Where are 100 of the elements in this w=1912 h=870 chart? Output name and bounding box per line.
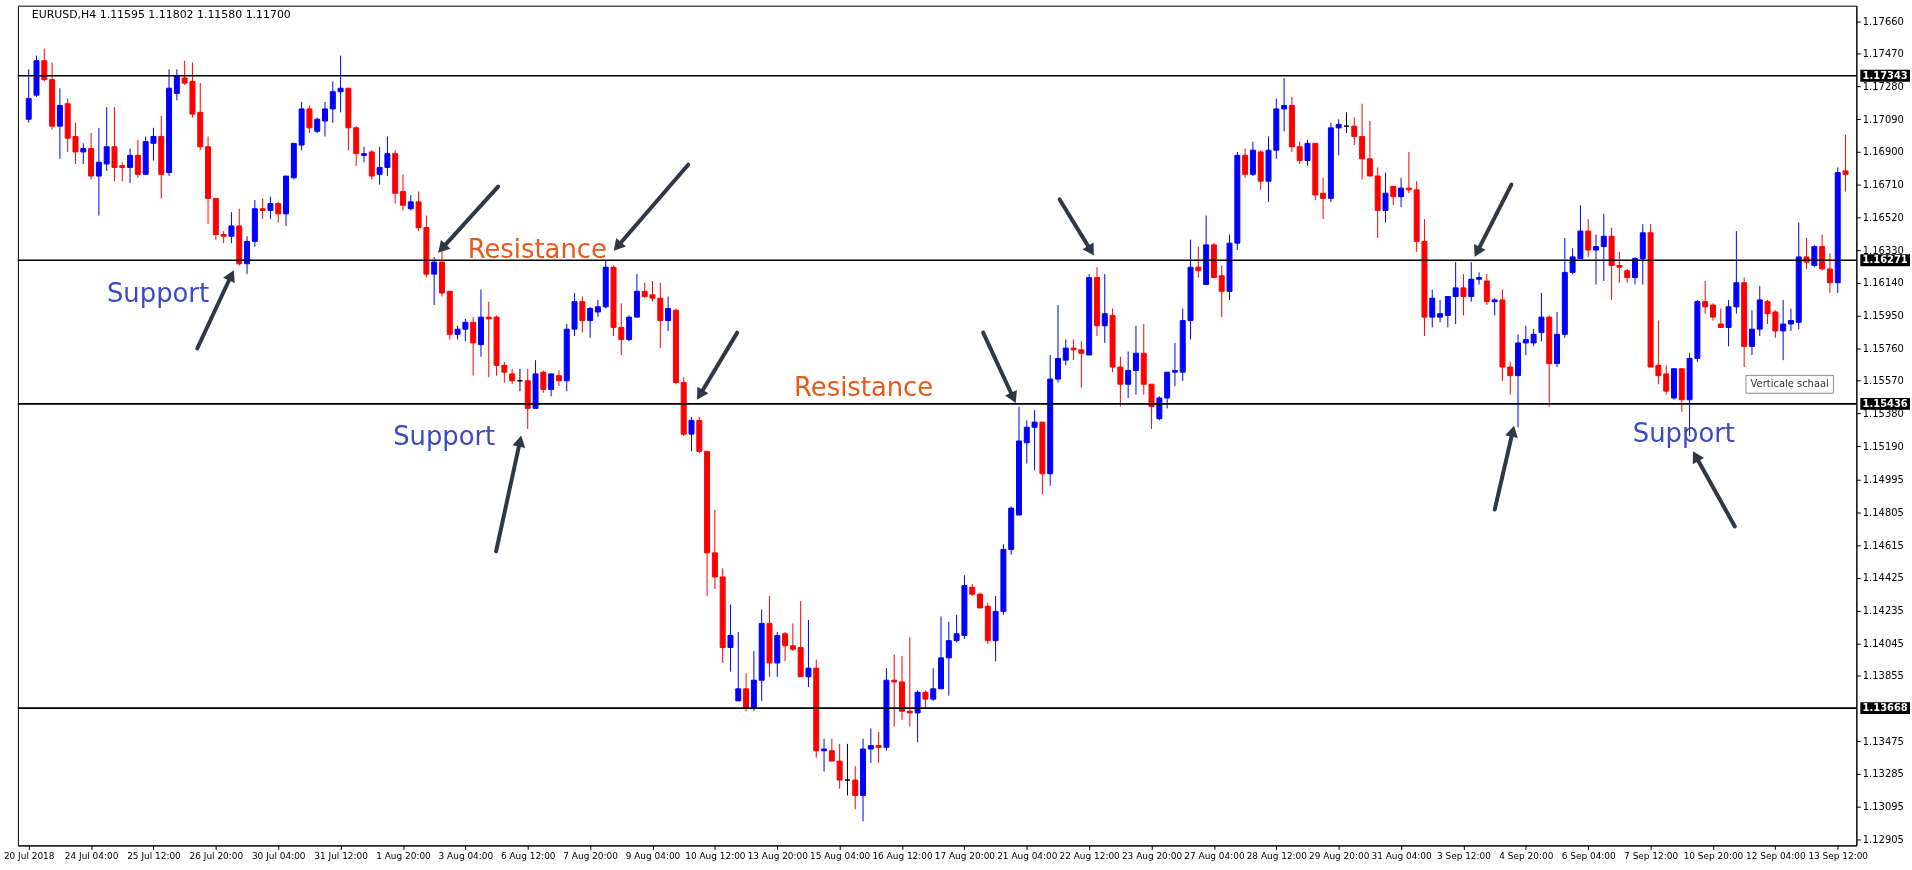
candlestick bbox=[1444, 295, 1451, 328]
y-tick-label: 1.14805 bbox=[1862, 506, 1904, 518]
candlestick bbox=[587, 306, 594, 339]
candlestick bbox=[805, 619, 812, 688]
candlestick bbox=[665, 295, 672, 332]
candlestick bbox=[1787, 308, 1794, 332]
candlestick bbox=[134, 139, 141, 179]
candlestick bbox=[275, 201, 282, 223]
x-tick-label: 28 Aug 12:00 bbox=[1246, 850, 1308, 861]
candlestick bbox=[1460, 273, 1467, 316]
y-tick-label: 1.13285 bbox=[1862, 768, 1904, 780]
y-tick-label: 1.15190 bbox=[1862, 440, 1904, 452]
candlestick bbox=[1320, 177, 1327, 220]
candlestick bbox=[1343, 111, 1350, 134]
x-tick-label: 31 Jul 12:00 bbox=[314, 850, 369, 861]
x-tick-label: 1 Aug 20:00 bbox=[376, 850, 432, 861]
x-tick-label: 13 Sep 12:00 bbox=[1808, 850, 1869, 861]
y-tick-label: 1.13475 bbox=[1862, 735, 1904, 747]
candlestick bbox=[1585, 218, 1592, 258]
candlestick bbox=[1304, 139, 1311, 167]
candlestick bbox=[1125, 351, 1132, 399]
candlestick bbox=[1242, 148, 1249, 179]
y-tick-label: 1.17470 bbox=[1862, 48, 1904, 60]
x-tick-label: 3 Sep 12:00 bbox=[1436, 850, 1492, 861]
candlestick bbox=[782, 631, 789, 662]
candlestick bbox=[548, 373, 555, 397]
candlestick bbox=[1296, 141, 1303, 165]
x-tick-label: 7 Sep 12:00 bbox=[1624, 850, 1679, 861]
x-tick-label: 23 Aug 20:00 bbox=[1121, 850, 1183, 861]
candlestick bbox=[431, 256, 438, 306]
candlestick bbox=[727, 604, 734, 673]
candlestick bbox=[1390, 185, 1397, 206]
candlestick bbox=[1780, 299, 1787, 361]
y-tick-label: 1.15380 bbox=[1862, 407, 1904, 419]
candlestick bbox=[267, 196, 274, 220]
candlestick bbox=[400, 173, 406, 211]
y-tick-label: 1.13855 bbox=[1862, 670, 1904, 682]
candlestick bbox=[1483, 273, 1490, 306]
x-tick-label: 6 Sep 04:00 bbox=[1561, 850, 1616, 861]
candlestick bbox=[127, 148, 134, 184]
candlestick bbox=[1819, 234, 1826, 272]
y-tick-label: 1.12905 bbox=[1862, 833, 1904, 845]
candlestick bbox=[1062, 339, 1069, 366]
candlestick bbox=[688, 416, 695, 452]
candlestick bbox=[1842, 134, 1849, 193]
candlestick bbox=[41, 48, 48, 82]
candlestick bbox=[555, 369, 562, 387]
candlestick bbox=[1101, 273, 1108, 344]
ref-line-label: 1.17343 bbox=[1862, 69, 1908, 81]
candlestick bbox=[1171, 342, 1178, 387]
candlestick bbox=[1538, 292, 1545, 342]
x-tick-label: 25 Jul 12:00 bbox=[127, 850, 182, 861]
candlestick bbox=[930, 667, 937, 702]
candlestick bbox=[470, 316, 477, 377]
y-tick-label: 1.16140 bbox=[1862, 277, 1904, 289]
candlestick bbox=[56, 87, 63, 160]
y-tick-label: 1.14995 bbox=[1862, 474, 1904, 486]
y-tick-label: 1.16900 bbox=[1862, 146, 1904, 158]
candlestick bbox=[95, 127, 102, 217]
y-tick-label: 1.14425 bbox=[1862, 572, 1904, 584]
candlestick bbox=[1593, 234, 1599, 285]
x-tick-label: 17 Aug 20:00 bbox=[934, 850, 996, 861]
x-tick-label: 4 Sep 20:00 bbox=[1499, 850, 1554, 861]
candlestick bbox=[1195, 246, 1202, 279]
candlestick bbox=[1748, 309, 1755, 356]
candlestick bbox=[594, 299, 601, 318]
candlestick bbox=[867, 727, 874, 764]
y-tick-label: 1.16520 bbox=[1862, 211, 1904, 223]
ref-line-label: 1.16271 bbox=[1862, 254, 1908, 266]
x-tick-label: 13 Aug 20:00 bbox=[747, 850, 809, 861]
y-tick-label: 1.14045 bbox=[1862, 637, 1904, 649]
x-tick-label: 26 Jul 20:00 bbox=[189, 850, 244, 861]
x-tick-label: 29 Aug 20:00 bbox=[1309, 850, 1370, 861]
candlestick bbox=[1281, 77, 1288, 132]
annotation: Support bbox=[106, 277, 210, 308]
candlestick bbox=[1335, 118, 1342, 156]
candlestick bbox=[1468, 261, 1475, 303]
candlestick bbox=[1702, 280, 1709, 315]
candlestick bbox=[789, 622, 796, 652]
candlestick bbox=[361, 146, 367, 163]
x-tick-label: 20 Jul 2018 bbox=[3, 850, 55, 861]
y-tick-label: 1.15950 bbox=[1862, 309, 1904, 321]
annotation: Support bbox=[393, 420, 496, 451]
candlestick bbox=[836, 743, 843, 790]
candlestick bbox=[852, 765, 859, 810]
candlestick bbox=[1218, 265, 1225, 318]
candlestick bbox=[1055, 304, 1061, 384]
x-tick-label: 10 Aug 12:00 bbox=[685, 850, 746, 861]
candlestick bbox=[914, 690, 921, 743]
candlestick bbox=[322, 101, 328, 137]
y-tick-label: 1.16710 bbox=[1862, 179, 1904, 191]
candlestick bbox=[306, 104, 313, 134]
x-tick-label: 10 Sep 20:00 bbox=[1683, 850, 1744, 861]
candlestick bbox=[228, 211, 235, 244]
candlestick bbox=[891, 653, 898, 728]
x-tick-label: 7 Aug 20:00 bbox=[563, 850, 619, 861]
candlestick bbox=[735, 631, 742, 702]
y-tick-label: 1.17280 bbox=[1862, 81, 1904, 93]
y-tick-label: 1.15570 bbox=[1862, 375, 1904, 387]
candlestick bbox=[1351, 117, 1358, 146]
